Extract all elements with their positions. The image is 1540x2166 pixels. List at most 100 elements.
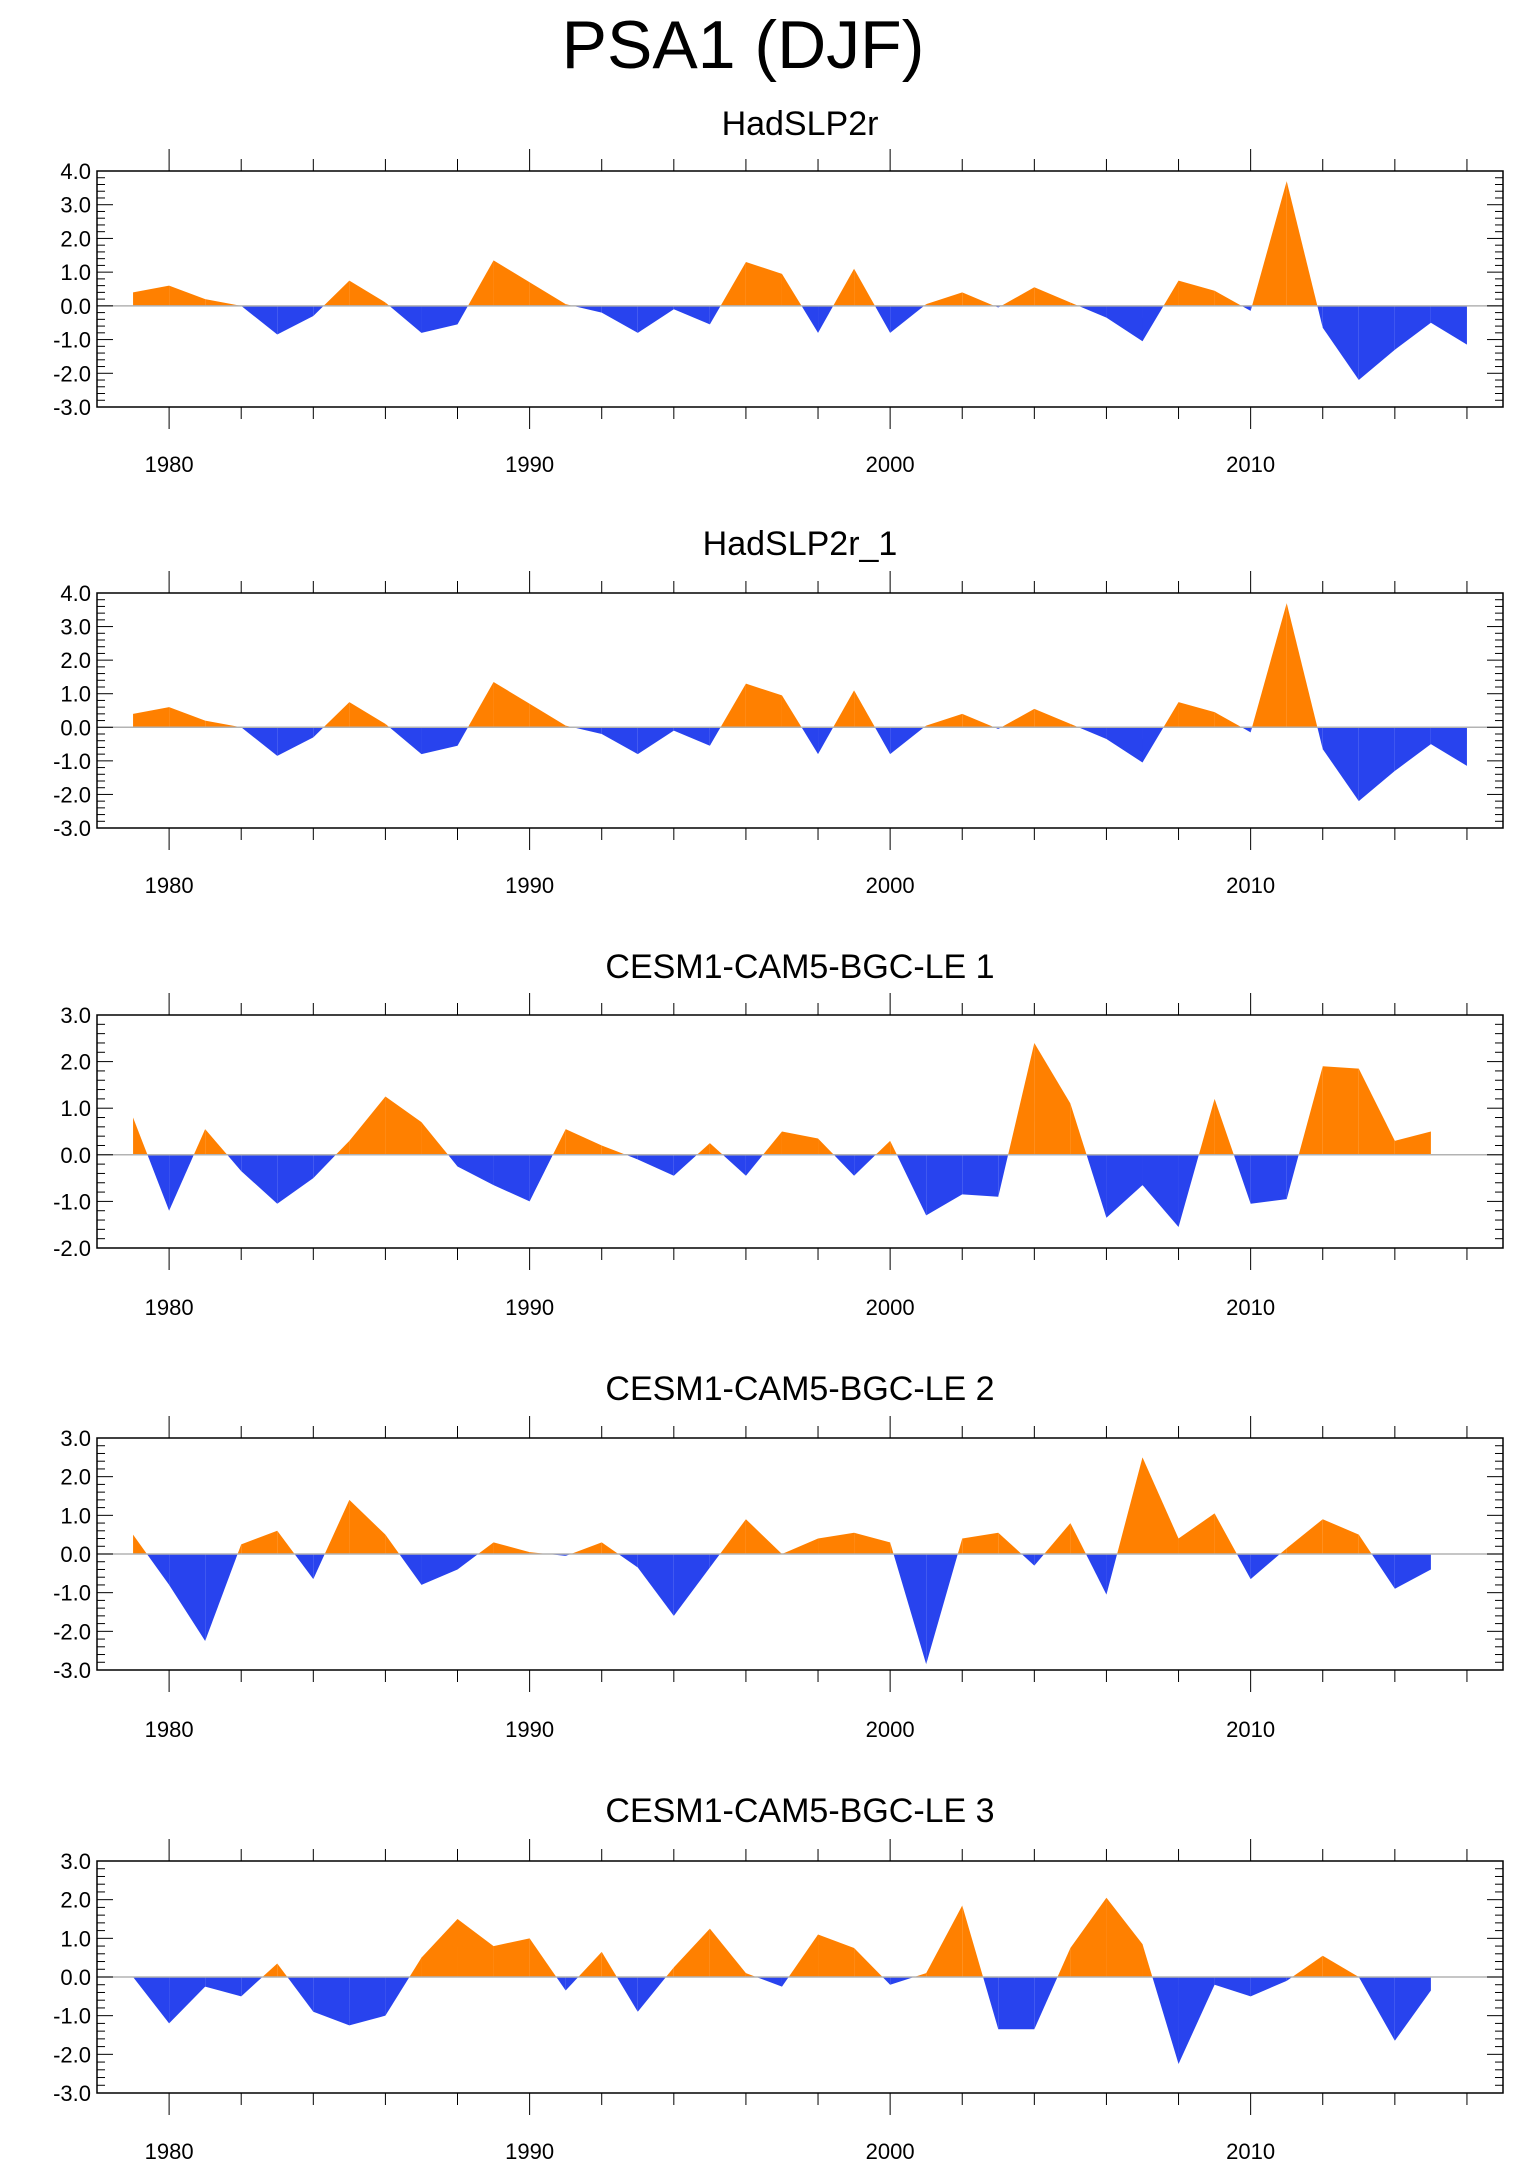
x-tick-label: 2000 — [866, 1717, 915, 1742]
negative-area — [1214, 1977, 1251, 1997]
negative-area — [709, 305, 721, 325]
positive-area — [781, 1538, 819, 1554]
positive-area — [720, 262, 746, 306]
positive-area — [1034, 708, 1071, 728]
negative-area — [1358, 305, 1395, 381]
negative-area — [1250, 1977, 1287, 1997]
negative-area — [241, 727, 278, 756]
positive-area — [349, 1499, 386, 1554]
positive-area — [818, 1532, 855, 1554]
positive-area — [914, 1973, 927, 1977]
positive-area — [962, 713, 995, 728]
positive-area — [926, 292, 963, 306]
positive-area — [926, 1905, 963, 1977]
positive-area — [875, 1140, 891, 1155]
positive-area — [745, 1519, 782, 1554]
positive-area — [1070, 1897, 1107, 1977]
y-tick-label: 2.0 — [60, 1050, 91, 1075]
y-tick-label: -3.0 — [53, 395, 91, 420]
positive-area — [1001, 708, 1035, 728]
positive-area — [1034, 287, 1071, 306]
positive-area — [818, 1138, 834, 1155]
negative-area — [983, 1977, 999, 2030]
positive-area — [601, 1145, 626, 1155]
positive-area — [323, 280, 350, 306]
negative-area — [637, 1154, 674, 1176]
positive-area — [1070, 1103, 1087, 1155]
positive-area — [1322, 1066, 1359, 1155]
x-tick-label: 2010 — [1226, 873, 1275, 898]
positive-area — [1044, 1523, 1071, 1554]
negative-area — [572, 305, 602, 313]
y-tick-label: 2.0 — [60, 1888, 91, 1913]
positive-area — [1214, 290, 1242, 306]
positive-area — [237, 1544, 242, 1554]
positive-area — [1178, 280, 1215, 306]
y-tick-label: 3.0 — [60, 1849, 91, 1874]
negative-area — [457, 1554, 479, 1570]
positive-area — [833, 690, 855, 728]
x-tick-label: 2000 — [866, 452, 915, 477]
negative-area — [745, 1154, 763, 1176]
negative-area — [890, 727, 925, 755]
positive-area — [324, 1499, 350, 1554]
negative-area — [673, 727, 710, 746]
positive-area — [745, 683, 782, 728]
negative-area — [854, 1154, 876, 1176]
negative-area — [1394, 727, 1431, 771]
chart-panel-4: CESM1-CAM5-BGC-LE 2 3.0 2.0 1.0 0.0 -1.0 -2.0 -… — [53, 1370, 1504, 1742]
x-tick-label: 2000 — [866, 1295, 915, 1320]
y-tick-label: 1.0 — [60, 1096, 91, 1121]
y-tick-label: 3.0 — [60, 193, 91, 218]
x-tick-label: 1980 — [145, 1717, 194, 1742]
negative-area — [421, 305, 458, 333]
positive-area — [745, 1973, 757, 1977]
negative-area — [313, 727, 324, 738]
positive-area — [1292, 1955, 1323, 1977]
y-tick-label: -3.0 — [53, 816, 91, 841]
x-tick-label: 1990 — [505, 452, 554, 477]
negative-area — [618, 1554, 638, 1568]
x-tick-label: 1990 — [505, 1295, 554, 1320]
chart-panel-5: CESM1-CAM5-BGC-LE 3 3.0 2.0 1.0 0.0 -1.0 -2.0 -… — [53, 1792, 1504, 2164]
negative-area — [1142, 305, 1164, 342]
positive-area — [169, 285, 206, 306]
positive-area — [1070, 1523, 1086, 1554]
negative-area — [601, 305, 638, 333]
negative-area — [277, 305, 314, 335]
positive-area — [854, 1948, 883, 1977]
positive-area — [665, 1967, 674, 1977]
x-tick-label: 2010 — [1226, 2139, 1275, 2164]
negative-area — [673, 1554, 710, 1616]
negative-area — [1430, 727, 1467, 766]
x-tick-label: 1990 — [505, 1717, 554, 1742]
negative-area — [448, 1154, 458, 1167]
negative-area — [457, 727, 468, 746]
negative-area — [1250, 727, 1253, 733]
negative-area — [625, 1154, 638, 1160]
negative-area — [781, 1977, 789, 1987]
negative-area — [205, 1977, 242, 1997]
negative-area — [1021, 1554, 1035, 1566]
x-tick-label: 2000 — [866, 873, 915, 898]
x-tick-label: 1980 — [145, 1295, 194, 1320]
negative-area — [313, 1977, 350, 2026]
negative-area — [722, 1154, 746, 1176]
positive-area — [493, 1938, 530, 1977]
negative-area — [457, 305, 468, 325]
negative-area — [277, 1154, 314, 1204]
positive-area — [854, 1532, 891, 1554]
positive-area — [673, 1928, 710, 1977]
y-tick-label: -2.0 — [53, 782, 91, 807]
positive-area — [709, 1143, 723, 1155]
x-tick-label: 1990 — [505, 873, 554, 898]
positive-area — [205, 1129, 228, 1155]
positive-area — [926, 713, 963, 728]
negative-area — [169, 1977, 206, 2024]
positive-area — [601, 1542, 619, 1554]
positive-area — [169, 707, 206, 728]
positive-area — [1106, 1897, 1143, 1977]
x-tick-label: 2010 — [1226, 1295, 1275, 1320]
negative-area — [998, 1154, 1009, 1197]
negative-area — [1394, 1977, 1431, 2041]
